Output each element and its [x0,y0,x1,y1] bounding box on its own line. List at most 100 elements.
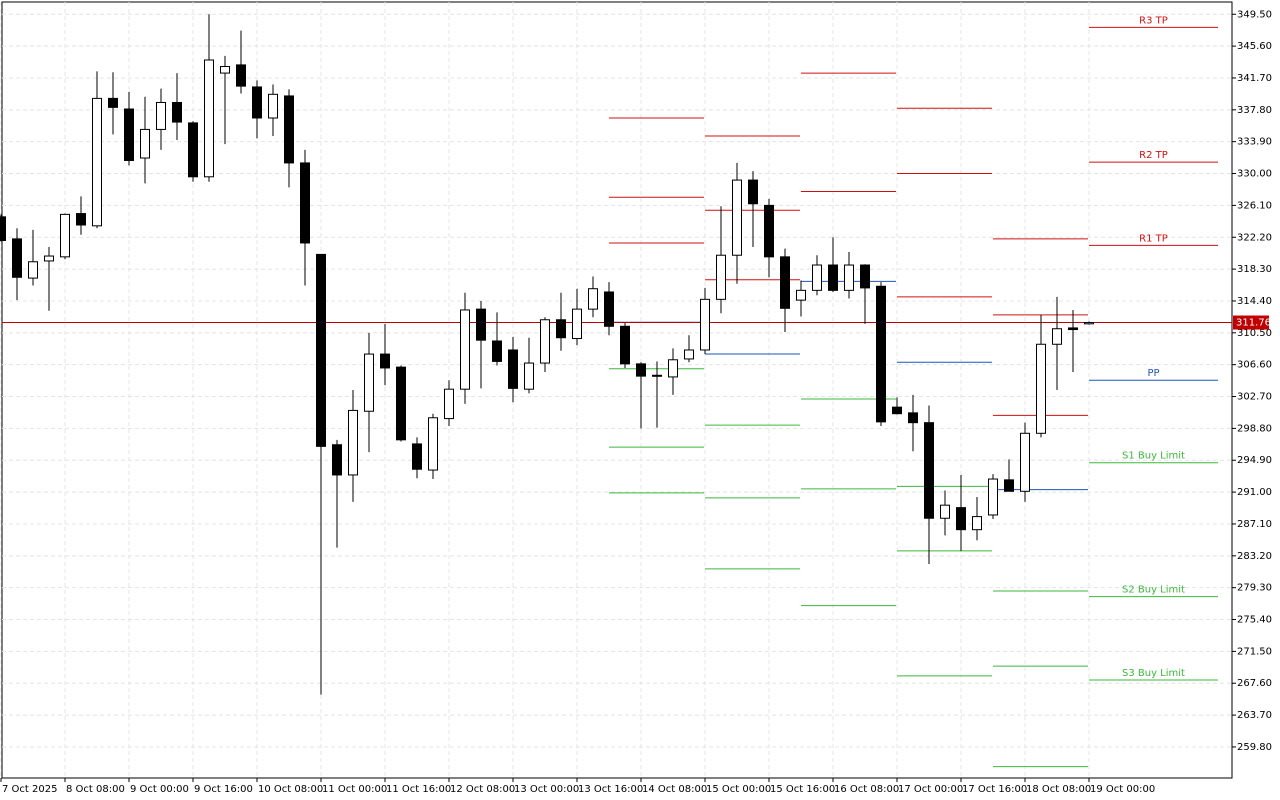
candle-body [220,66,230,74]
x-tick-label: 9 Oct 16:00 [194,784,253,795]
candle-body [1084,322,1094,325]
candle-body [156,101,166,130]
x-tick-label: 18 Oct 08:00 [1026,784,1091,795]
y-tick-label: 283.20 [1237,551,1272,562]
current-price-label: 311.76 [1236,318,1271,329]
x-tick-label: 16 Oct 08:00 [834,784,899,795]
pivot-label: PP [1147,368,1159,379]
y-tick-label: 267.60 [1237,678,1272,689]
candle-body [236,64,246,87]
y-tick-label: 302.70 [1237,392,1272,403]
candle-body [972,516,982,531]
candle-body [172,101,182,123]
candle-body [124,108,134,161]
y-tick-label: 318.30 [1237,264,1272,275]
candle-body [412,443,422,470]
candle-body [252,86,262,119]
candle-body [300,162,310,244]
candle-body [348,409,358,476]
candle-body [828,264,838,291]
y-tick-label: 291.00 [1237,487,1272,498]
x-tick-label: 11 Oct 16:00 [386,784,451,795]
candle-body [92,97,102,227]
candle-body [28,261,38,279]
candle-body [940,504,950,519]
x-tick-label: 13 Oct 00:00 [514,784,579,795]
x-tick-label: 17 Oct 00:00 [898,784,963,795]
candle-body [604,291,614,327]
candle-body [1036,343,1046,434]
candle-body [76,213,86,226]
candle-body [748,179,758,205]
candle-body [540,319,550,364]
x-tick-label: 14 Oct 08:00 [642,784,707,795]
pivot-label: R2 TP [1139,150,1168,161]
candle-body [1052,328,1062,345]
candle-body [284,95,294,164]
candle-body [268,93,278,119]
candle-body [700,298,710,351]
candle-body [60,213,70,258]
candle-body [796,289,806,301]
candle-body [140,128,150,159]
pivot-label: S2 Buy Limit [1122,585,1185,596]
x-tick-label: 19 Oct 00:00 [1090,784,1155,795]
candle-body [188,122,198,178]
y-tick-label: 259.80 [1237,742,1272,753]
y-tick-label: 314.40 [1237,296,1272,307]
candle-body [476,308,486,341]
candle-body [444,388,454,420]
candle-body [396,366,406,441]
candle-body [812,264,822,291]
candle-body [428,417,438,471]
candle-body [44,255,54,262]
pivot-label: S1 Buy Limit [1122,451,1185,462]
candle-body [524,362,534,390]
candle-body [684,349,694,360]
candle-body [364,353,374,412]
candle-body [492,340,502,362]
y-tick-label: 275.40 [1237,615,1272,626]
y-tick-label: 337.80 [1237,105,1272,116]
candle-body [1020,432,1030,492]
x-tick-label: 8 Oct 08:00 [66,784,125,795]
candle-body [876,285,886,423]
candle-body [732,179,742,256]
x-tick-label: 9 Oct 00:00 [130,784,189,795]
pivot-label: S3 Buy Limit [1122,668,1185,679]
candle-body [332,444,342,476]
candle-body [572,308,582,340]
candle-body [668,359,678,378]
candle-body [588,288,598,310]
candle-body [652,374,662,377]
candle-body [108,97,118,108]
candle-body [860,264,870,289]
candle-body [892,406,902,415]
y-tick-label: 345.60 [1237,41,1272,52]
candle-body [924,422,934,519]
pivot-label: R3 TP [1139,15,1168,26]
candle-body [1068,327,1078,331]
candle-body [908,412,918,424]
candle-body [508,349,518,389]
candle-body [316,253,326,447]
y-tick-label: 322.20 [1237,232,1272,243]
candle-body [0,216,6,242]
candle-body [460,309,470,390]
candle-body [844,264,854,291]
current-price-badge [1233,315,1269,330]
candle-body [556,319,566,339]
x-tick-label: 13 Oct 16:00 [578,784,643,795]
y-tick-label: 271.50 [1237,646,1272,657]
candle-body [780,256,790,309]
y-tick-label: 298.80 [1237,423,1272,434]
x-tick-label: 15 Oct 00:00 [706,784,771,795]
candle-body [620,325,630,365]
y-tick-label: 349.50 [1237,9,1272,20]
x-tick-label: 17 Oct 16:00 [962,784,1027,795]
candle-body [764,204,774,258]
y-tick-label: 330.00 [1237,169,1272,180]
x-tick-label: 15 Oct 16:00 [770,784,835,795]
y-tick-label: 279.30 [1237,583,1272,594]
